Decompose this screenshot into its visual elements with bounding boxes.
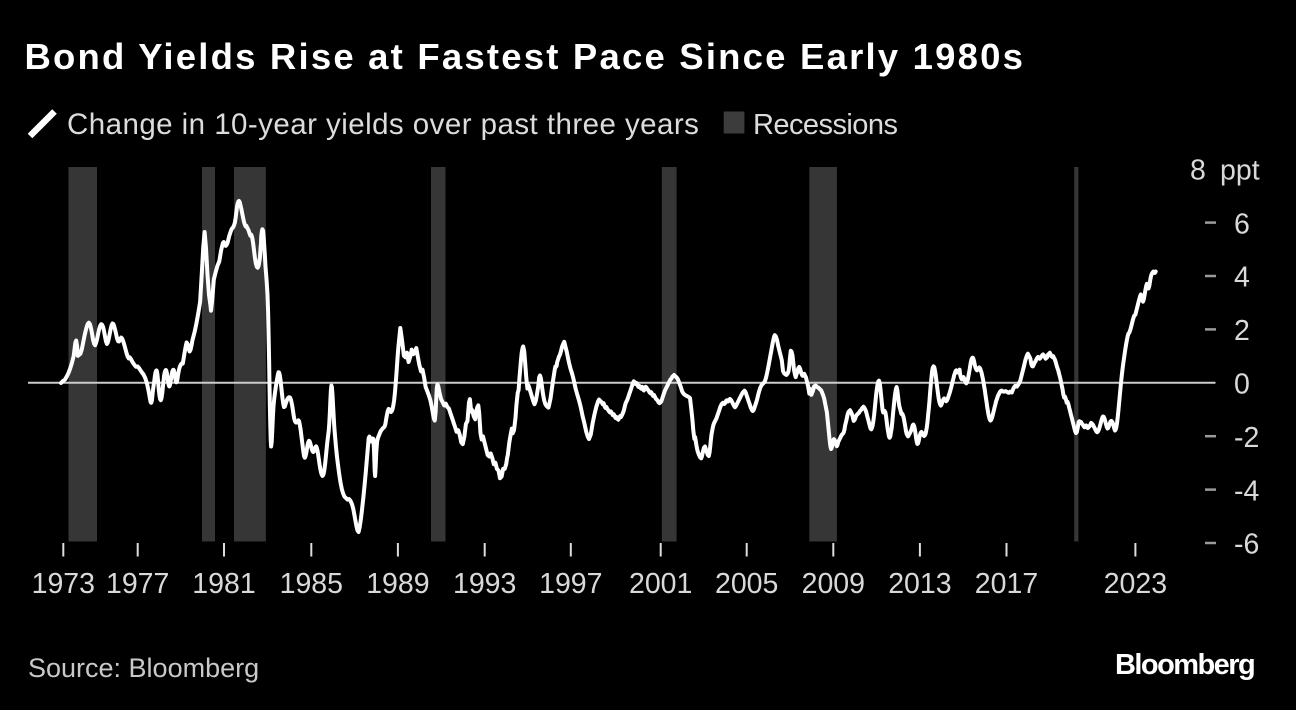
svg-text:1989: 1989 [366,568,429,600]
svg-text:Recessions: Recessions [753,109,897,141]
svg-text:Bloomberg: Bloomberg [1115,649,1254,681]
svg-text:8: 8 [1190,155,1206,187]
svg-text:6: 6 [1234,208,1250,240]
svg-text:Change in 10-year yields over: Change in 10-year yields over past three… [67,108,699,141]
svg-text:4: 4 [1234,262,1250,294]
svg-text:1985: 1985 [280,568,343,600]
svg-text:-4: -4 [1234,475,1259,507]
svg-text:1981: 1981 [192,568,255,600]
svg-text:2005: 2005 [715,568,778,600]
svg-text:2017: 2017 [975,568,1038,600]
svg-text:2009: 2009 [802,568,865,600]
svg-text:Source: Bloomberg: Source: Bloomberg [28,653,259,683]
svg-text:-2: -2 [1234,422,1259,454]
svg-text:2013: 2013 [888,568,951,600]
svg-text:1997: 1997 [539,568,602,600]
svg-text:2: 2 [1234,315,1250,347]
svg-text:2001: 2001 [629,568,692,600]
svg-text:0: 0 [1234,369,1250,401]
svg-text:1993: 1993 [453,568,516,600]
svg-text:1977: 1977 [106,568,169,600]
svg-text:ppt: ppt [1220,155,1260,187]
svg-text:Bond Yields Rise at Fastest Pa: Bond Yields Rise at Fastest Pace Since E… [25,36,1026,77]
svg-text:1973: 1973 [32,568,95,600]
svg-text:2023: 2023 [1104,568,1167,600]
svg-text:-6: -6 [1234,529,1259,561]
